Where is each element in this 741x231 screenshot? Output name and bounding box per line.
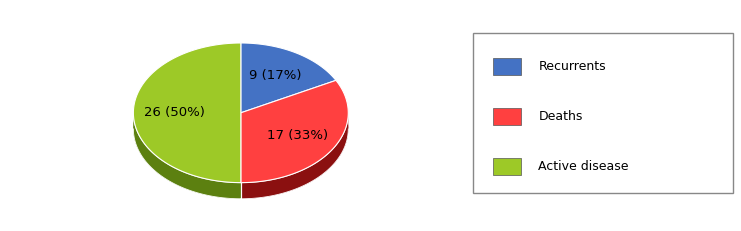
Bar	[494, 58, 522, 75]
Polygon shape	[133, 59, 241, 199]
Polygon shape	[241, 80, 348, 183]
Polygon shape	[133, 43, 241, 183]
Polygon shape	[241, 113, 348, 199]
Text: 26 (50%): 26 (50%)	[144, 106, 205, 119]
Polygon shape	[241, 43, 336, 113]
Polygon shape	[241, 59, 336, 129]
Text: 17 (33%): 17 (33%)	[268, 129, 328, 142]
Text: Deaths: Deaths	[538, 110, 582, 123]
FancyBboxPatch shape	[473, 33, 733, 193]
Text: Active disease: Active disease	[538, 160, 629, 173]
Text: Recurrents: Recurrents	[538, 60, 606, 73]
Bar	[494, 108, 522, 125]
Polygon shape	[133, 113, 241, 199]
Bar	[494, 158, 522, 175]
Polygon shape	[241, 97, 348, 199]
Text: 9 (17%): 9 (17%)	[249, 69, 302, 82]
